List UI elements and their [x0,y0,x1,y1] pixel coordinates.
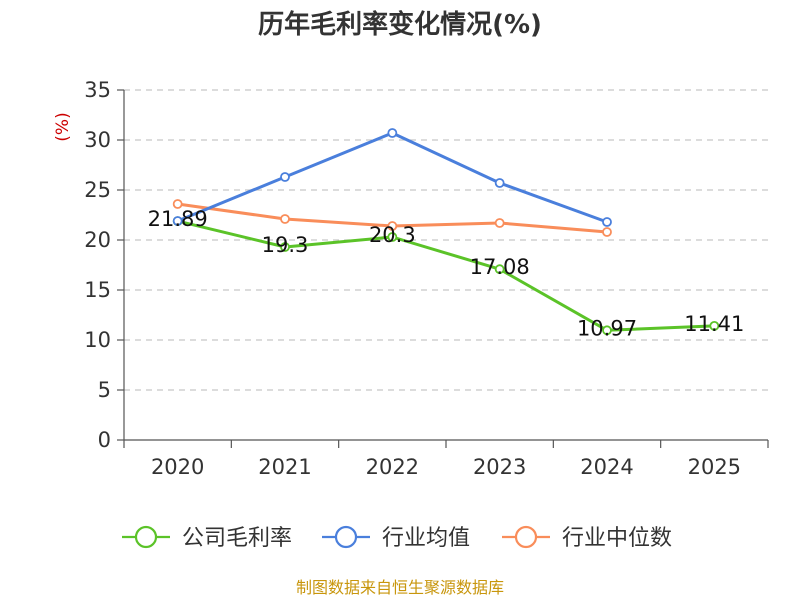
x-tick-label: 2024 [580,455,633,479]
legend-marker-icon [514,525,538,549]
y-tick-label: 15 [84,278,111,302]
data-label: 11.41 [684,312,744,336]
data-point[interactable] [602,325,612,336]
y-tick-label: 30 [84,128,111,152]
data-point[interactable] [387,221,398,231]
x-tick-labels: 2020 2021 2022 2023 2024 2025 [151,455,741,479]
data-labels: 21.89 19.3 20.3 17.08 10.97 11.41 [148,207,745,340]
legend-label: 行业均值 [382,526,470,551]
legend-item[interactable]: 行业均值 [322,525,470,551]
data-point[interactable] [172,216,183,226]
data-label: 17.08 [470,255,530,279]
x-tick-label: 2023 [473,455,526,479]
x-tick-label: 2020 [151,455,204,479]
series-points [172,128,720,336]
y-tick-label: 0 [98,428,111,452]
data-point[interactable] [387,128,398,138]
y-tick-label: 20 [84,228,111,252]
data-point[interactable] [280,242,290,252]
data-point[interactable] [602,227,612,237]
y-tick-label: 35 [84,78,111,102]
y-tick-label: 5 [98,378,111,402]
series-line-0 [176,219,716,332]
data-point[interactable] [494,264,505,275]
data-point[interactable] [709,320,720,331]
y-tick-label: 25 [84,178,111,202]
legend-item[interactable]: 公司毛利率 [122,525,292,551]
x-tick-label: 2025 [688,455,741,479]
chart-title: 历年毛利率变化情况(%) [258,9,542,40]
data-point[interactable] [280,214,290,224]
data-point[interactable] [494,178,505,188]
axes [117,89,769,448]
y-axis-unit-label: (%) [53,112,73,141]
grid-lines [124,89,768,391]
data-label: 19.3 [262,233,309,257]
legend[interactable]: 公司毛利率 行业均值 行业中位数 [122,525,672,551]
legend-item[interactable]: 行业中位数 [502,525,672,551]
legend-marker-icon [134,525,158,549]
source-note: 制图数据来自恒生聚源数据库 [296,578,504,597]
y-tick-label: 10 [84,328,111,352]
x-tick-label: 2021 [258,455,311,479]
legend-label: 公司毛利率 [182,526,292,551]
data-point[interactable] [494,218,505,228]
series-lines [176,131,716,332]
data-label: 20.3 [369,223,416,247]
series-line-1 [176,131,609,224]
data-label: 10.97 [577,316,637,340]
data-label: 21.89 [148,207,208,231]
x-tick-label: 2022 [366,455,419,479]
legend-marker-icon [334,525,358,549]
data-point[interactable] [387,232,398,242]
y-tick-labels: 0 5 10 15 20 25 30 35 [84,78,111,452]
data-point[interactable] [602,217,612,227]
data-point[interactable] [172,199,183,209]
data-point[interactable] [280,172,290,182]
legend-label: 行业中位数 [562,526,672,551]
